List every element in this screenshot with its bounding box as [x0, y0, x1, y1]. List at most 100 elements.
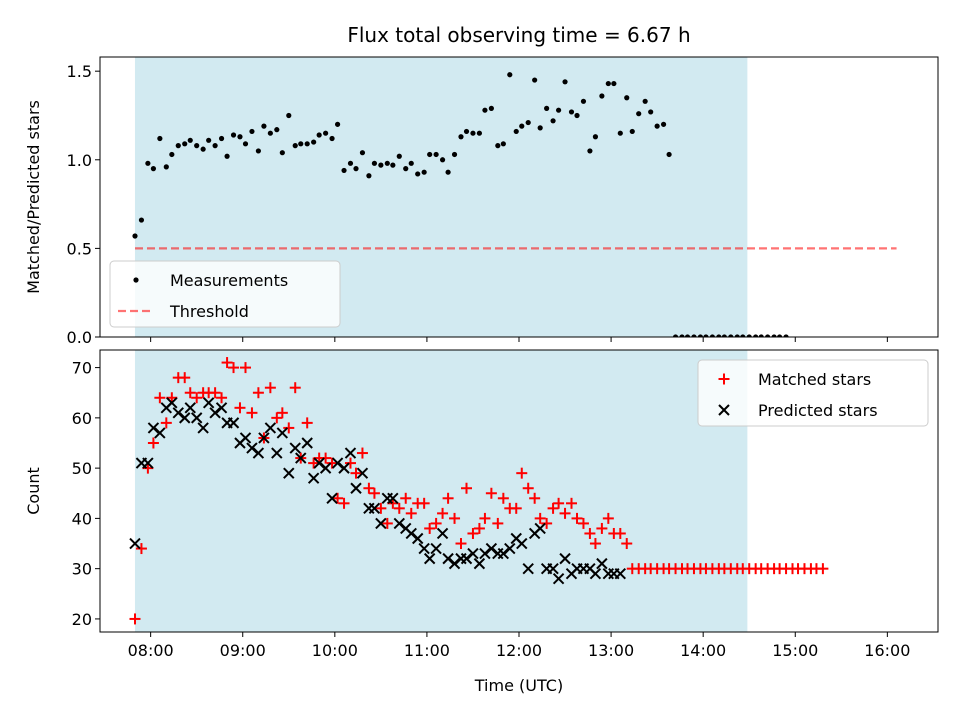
panel-1-series-0-point	[571, 512, 583, 524]
panel-1-series-1-point-b	[190, 412, 203, 424]
panel-1-series-1-point-b	[411, 532, 424, 545]
panel-1-series-0-point	[154, 392, 166, 404]
panel-0-series-0-point	[230, 132, 237, 138]
panel-1-series-0-point	[246, 407, 258, 419]
panel-1-series-1-point	[375, 517, 387, 530]
panel-1-series-0-point	[534, 512, 546, 524]
panel-0-series-0-point	[679, 334, 685, 337]
panel-1-series-1-point-b	[326, 492, 338, 504]
panel-1-series-1-point-b	[516, 537, 528, 550]
panel-1-series-1-point	[289, 442, 301, 454]
panel-1-series-1-point	[344, 447, 357, 459]
panel-0-series-0-point	[132, 233, 138, 239]
panel-1-series-1-point	[184, 402, 196, 414]
panel-1-series-0-point	[430, 517, 442, 529]
panel-1-series-1-point	[283, 467, 295, 479]
panel-1-series-1-point-b	[375, 517, 387, 530]
panel-1-series-1-point-b	[129, 537, 141, 550]
panel-1-series-0-point	[553, 497, 565, 509]
panel-1-series-1-point	[485, 542, 498, 555]
panel-1-series-1-point-b	[504, 542, 516, 555]
panel-1-series-0-point	[228, 362, 240, 374]
panel-1-series-1-point-b	[202, 397, 215, 409]
panel-1-series-1-point-b	[295, 452, 307, 464]
panel-1-series-1-point-b	[584, 562, 596, 575]
panel-1-y-tick-label: 50	[72, 459, 92, 478]
panel-1-series-1-point-b	[172, 407, 184, 419]
panel-1-legend-marker	[718, 404, 730, 416]
panel-0-series-0-point	[672, 334, 679, 337]
panel-0-series-0-point	[470, 130, 476, 136]
panel-0-series-0-point	[261, 123, 267, 129]
panel-1-series-1-point-b	[264, 422, 277, 434]
panel-0-legend-marker	[133, 277, 139, 283]
panel-1-series-1-point	[448, 557, 461, 570]
panel-0-series-0-point	[734, 334, 740, 337]
panel-1-series-1-point	[405, 527, 417, 540]
panel-1-series-1-point	[264, 422, 277, 434]
panel-0-series-0-point	[249, 128, 255, 135]
panel-1-series-1-point	[179, 412, 191, 424]
panel-0-series-0-point	[316, 132, 322, 138]
panel-1-y-axis-label: Count	[24, 467, 43, 515]
panel-1-series-1-point	[460, 552, 473, 565]
panel-1-observing-span	[134, 350, 748, 632]
panel-1-y-tick-label: 70	[72, 359, 92, 378]
panel-1-series-0-point	[179, 372, 191, 384]
panel-1-series-1	[129, 397, 627, 585]
panel-0-series-0-point	[746, 334, 752, 337]
panel-1-series-1-point	[209, 407, 221, 419]
panel-1-series-1-point	[589, 567, 602, 580]
panel-1-series-1-point	[252, 447, 265, 459]
panel-0-y-tick-label: 0.0	[67, 328, 92, 347]
panel-1-series-0-point	[565, 497, 577, 509]
panel-1-series-0-point	[344, 457, 356, 469]
panel-1-series-1-point-b	[227, 417, 240, 429]
panel-1-series-0-point	[381, 517, 393, 529]
panel-0-series-0-point	[740, 334, 746, 337]
chart-title: Flux total observing time = 6.67 h	[347, 23, 690, 47]
panel-1-series-1-point	[559, 552, 571, 565]
panel-1-y-tick-label: 20	[72, 610, 92, 629]
panel-1-series-0-point	[492, 517, 504, 529]
panel-1-series-1-point-b	[436, 527, 449, 540]
panel-0-series-0-point	[617, 130, 623, 136]
panel-1-series-1-point	[301, 437, 313, 449]
panel-1-series-0	[129, 357, 829, 625]
panel-0-series-0-point	[187, 137, 193, 143]
panel-1-series-0-point	[234, 402, 246, 414]
panel-1-series-0-point	[602, 512, 614, 524]
panel-1-series-1-point	[368, 502, 381, 515]
panel-1-series-0-point	[418, 497, 430, 509]
panel-0-series-0-point	[169, 151, 175, 158]
panel-1-series-1-point-b	[350, 482, 362, 494]
panel-1-series-1-point	[338, 462, 350, 474]
panel-1-series-0-point	[283, 422, 295, 434]
panel-0-series-0-point	[753, 334, 759, 337]
panel-1-legend-marker-b	[718, 404, 730, 416]
panel-1-series-1-point	[596, 557, 608, 570]
panel-1-series-0-point	[485, 487, 497, 499]
panel-1-series-1-point	[239, 432, 252, 444]
panel-1-series-0-point	[191, 392, 203, 404]
panel-0-series-0-point	[532, 77, 538, 83]
panel-1-series-0-point	[510, 502, 522, 514]
panel-0-series-0-point	[562, 79, 568, 85]
panel-1-series-0-point	[449, 512, 461, 524]
panel-1-series-1-point-b	[387, 492, 399, 504]
panel-0-series-0-point	[384, 160, 390, 166]
panel-1-series-1-point	[516, 537, 528, 550]
panel-1-x-tick-label: 10:00	[312, 641, 358, 660]
panel-1-series-0-point	[473, 522, 485, 534]
panel-0-series-0-point	[684, 334, 691, 337]
top-panel: 0.0 0.5 1.0 1.5 Matched/Predicted stars Measu…	[24, 56, 939, 347]
panel-1-series-1-point-b	[552, 573, 565, 585]
panel-0-series-0-point	[390, 162, 396, 168]
panel-1-series-1-point-b	[197, 422, 209, 434]
panel-0-series-0-point	[212, 143, 218, 149]
panel-1-series-1-point-b	[301, 437, 313, 449]
panel-1-series-0-point	[276, 407, 288, 419]
panel-1-series-1-point-b	[209, 407, 221, 419]
panel-1-series-1-point-b	[534, 522, 546, 535]
panel-1-x-tick-label: 11:00	[404, 641, 450, 660]
